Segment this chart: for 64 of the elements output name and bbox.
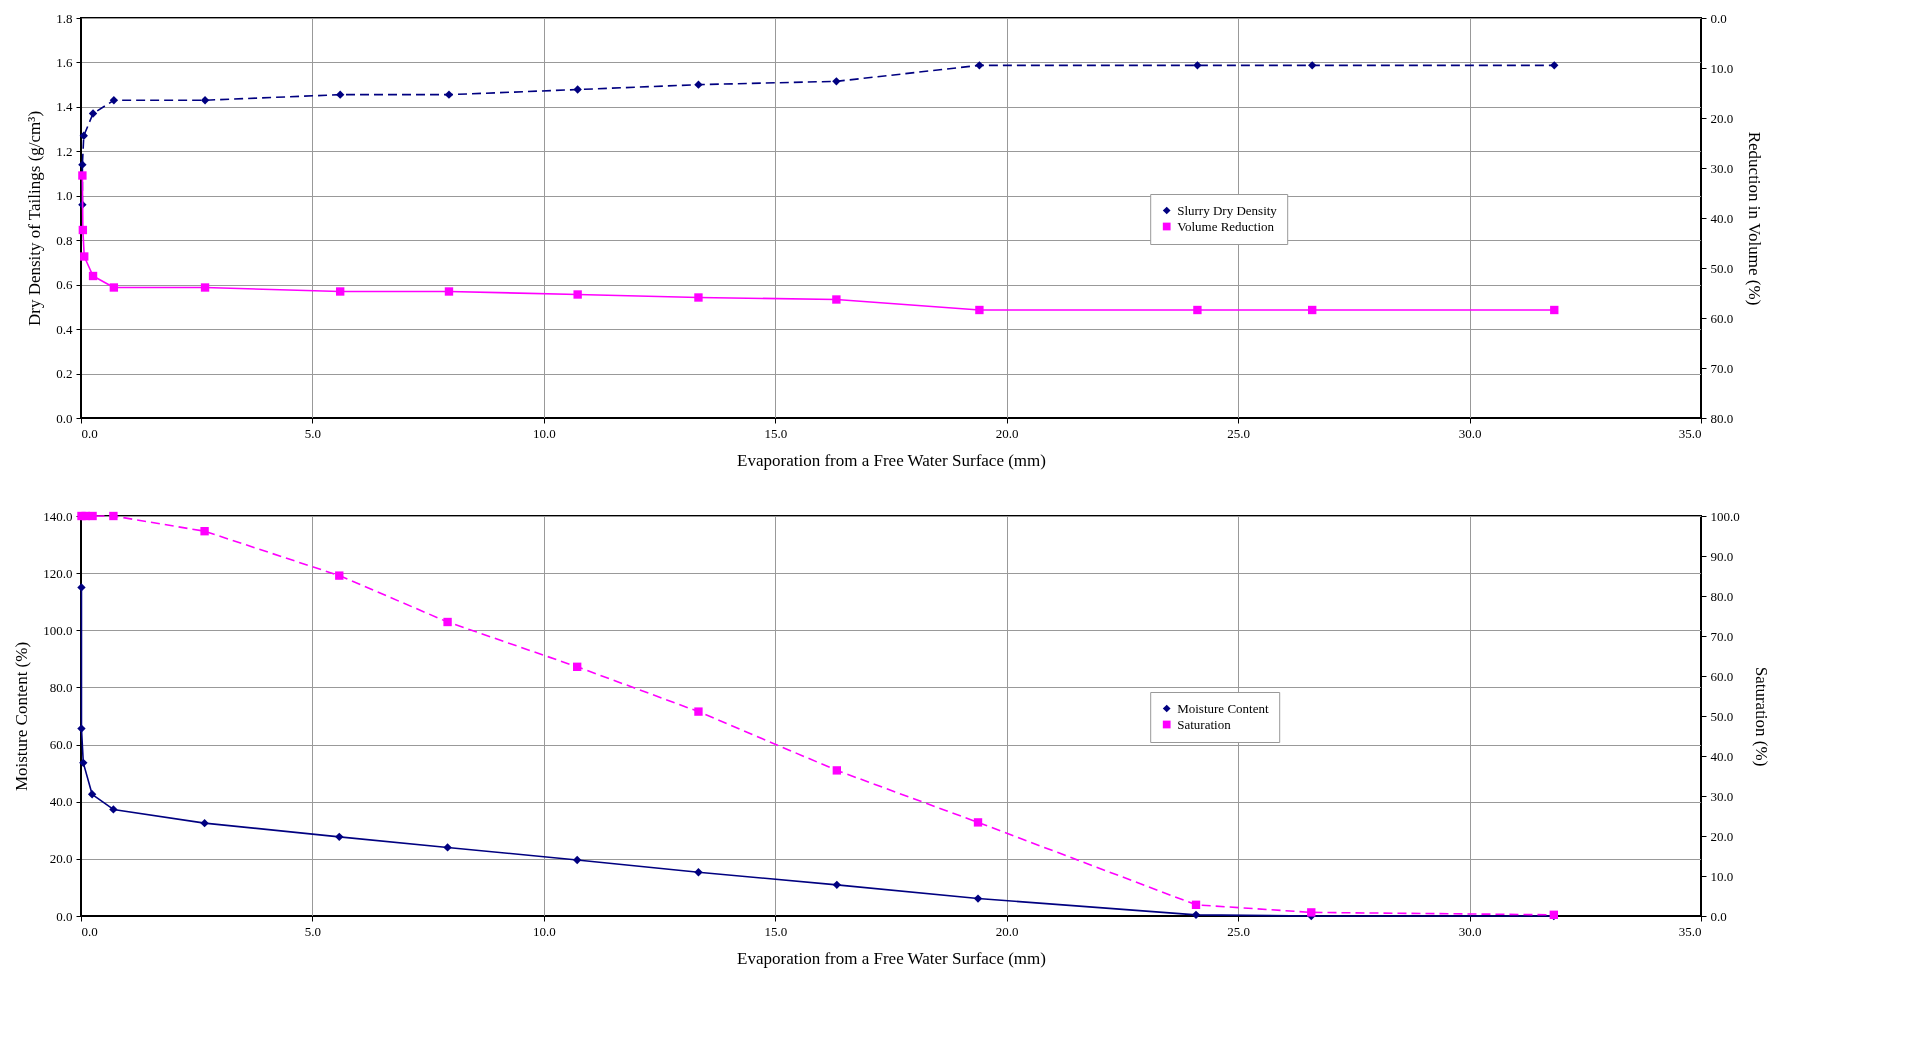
y2-tick-label: 20.0 bbox=[1710, 828, 1734, 844]
y-tick-label: 120.0 bbox=[43, 565, 73, 581]
y-tick-label: 0.6 bbox=[56, 277, 73, 293]
x-tick-label: 25.0 bbox=[1227, 923, 1251, 939]
y2-tick-label: 70.0 bbox=[1710, 360, 1734, 376]
y2-tick-label: 10.0 bbox=[1710, 60, 1734, 76]
y2-tick-label: 50.0 bbox=[1710, 708, 1734, 724]
y2-tick-label: 40.0 bbox=[1710, 210, 1734, 226]
y2-tick-label: 80.0 bbox=[1710, 410, 1734, 426]
y-tick-label: 40.0 bbox=[49, 794, 73, 810]
x-tick-label: 30.0 bbox=[1458, 425, 1482, 441]
y2-tick-label: 0.0 bbox=[1710, 10, 1727, 26]
y2-axis-title: Reduction in Volume (%) bbox=[1745, 131, 1765, 306]
y2-tick-label: 60.0 bbox=[1710, 668, 1734, 684]
x-tick-label: 5.0 bbox=[304, 425, 322, 441]
y2-tick-label: 70.0 bbox=[1710, 628, 1734, 644]
x-tick-label: 25.0 bbox=[1227, 425, 1251, 441]
x-tick-label: 35.0 bbox=[1678, 923, 1702, 939]
y2-tick-label: 30.0 bbox=[1710, 788, 1734, 804]
y2-tick-label: 0.0 bbox=[1710, 908, 1727, 924]
x-tick-label: 15.0 bbox=[764, 425, 788, 441]
y2-tick-label: 30.0 bbox=[1710, 160, 1734, 176]
x-tick-label: 5.0 bbox=[304, 923, 322, 939]
y-tick-label: 0.8 bbox=[56, 232, 73, 248]
x-tick-label: 35.0 bbox=[1678, 425, 1702, 441]
y-axis-title: Dry Density of Tailings (g/cm³) bbox=[25, 110, 45, 327]
y2-tick-label: 50.0 bbox=[1710, 260, 1734, 276]
y-tick-label: 1.2 bbox=[56, 143, 73, 159]
y-tick-label: 0.4 bbox=[56, 321, 73, 337]
y-tick-label: 0.0 bbox=[56, 410, 73, 426]
y2-tick-label: 90.0 bbox=[1710, 548, 1734, 564]
x-axis-title: Evaporation from a Free Water Surface (mm) bbox=[737, 450, 1046, 470]
x-tick-label: 10.0 bbox=[532, 923, 556, 939]
x-tick-label: 10.0 bbox=[532, 425, 556, 441]
x-tick-label: 30.0 bbox=[1458, 923, 1482, 939]
y-tick-label: 80.0 bbox=[49, 679, 73, 695]
y2-tick-label: 10.0 bbox=[1710, 868, 1734, 884]
x-tick-label: 20.0 bbox=[995, 923, 1019, 939]
y-tick-label: 1.6 bbox=[56, 54, 73, 70]
legend-label: Moisture Content bbox=[1177, 700, 1269, 716]
y-tick-label: 20.0 bbox=[49, 851, 73, 867]
x-axis-title: Evaporation from a Free Water Surface (mm) bbox=[737, 948, 1046, 968]
y-tick-label: 1.8 bbox=[56, 10, 73, 26]
y-tick-label: 0.2 bbox=[56, 366, 73, 382]
y-tick-label: 0.0 bbox=[56, 908, 73, 924]
x-tick-label: 15.0 bbox=[764, 923, 788, 939]
x-tick-label: 20.0 bbox=[995, 425, 1019, 441]
y-tick-label: 100.0 bbox=[43, 622, 73, 638]
y2-tick-label: 20.0 bbox=[1710, 110, 1734, 126]
y2-axis-title: Saturation (%) bbox=[1751, 666, 1771, 767]
x-tick-label: 0.0 bbox=[81, 425, 98, 441]
y-tick-label: 1.4 bbox=[56, 99, 73, 115]
y-axis-title: Moisture Content (%) bbox=[12, 641, 32, 792]
y-tick-label: 1.0 bbox=[56, 188, 73, 204]
y2-tick-label: 40.0 bbox=[1710, 748, 1734, 764]
legend-label: Saturation bbox=[1177, 716, 1232, 732]
x-tick-label: 0.0 bbox=[81, 923, 98, 939]
y2-tick-label: 60.0 bbox=[1710, 310, 1734, 326]
y-tick-label: 60.0 bbox=[49, 737, 73, 753]
legend-label: Volume Reduction bbox=[1177, 218, 1275, 234]
y2-tick-label: 80.0 bbox=[1710, 588, 1734, 604]
legend-label: Slurry Dry Density bbox=[1177, 202, 1278, 218]
y-tick-label: 140.0 bbox=[43, 508, 73, 524]
y2-tick-label: 100.0 bbox=[1710, 508, 1740, 524]
